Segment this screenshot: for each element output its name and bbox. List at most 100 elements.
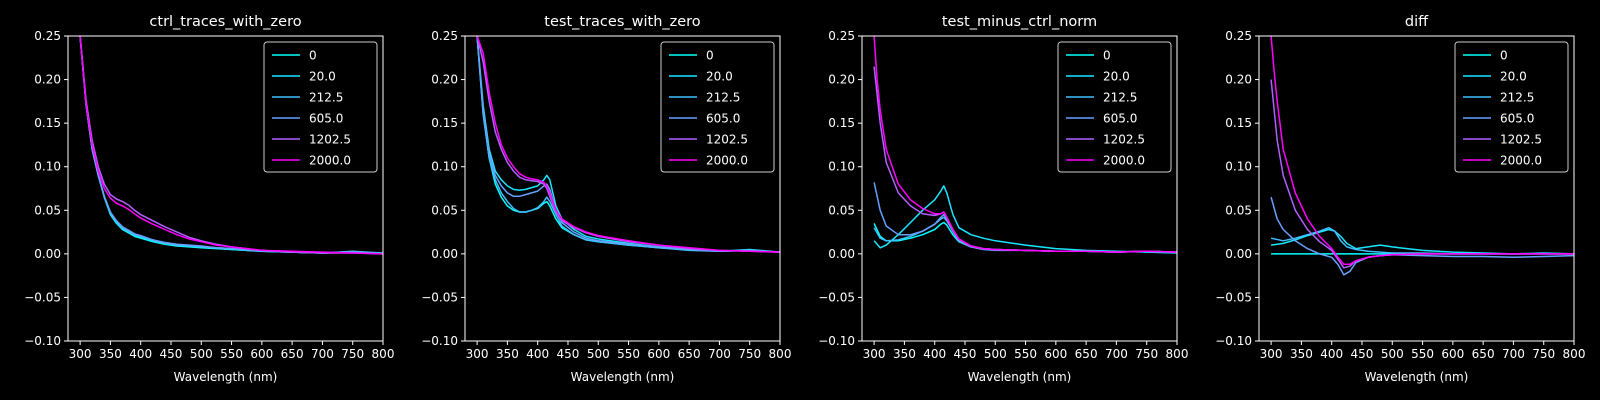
legend-label: 2000.0 [309,154,351,168]
axes-frame [861,35,1178,342]
legend: 0 20.0 212.5 605.0 1202.5 2000.0 [1057,41,1172,173]
legend: 0 20.0 212.5 605.0 1202.5 2000.0 [1454,41,1569,173]
x-tick-label: 500 [190,347,213,361]
x-tick-label: 550 [1014,347,1037,361]
x-tick-label: 300 [466,347,489,361]
x-tick-label: 350 [99,347,122,361]
legend-label: 0 [1103,49,1111,63]
x-tick-label: 650 [1472,347,1495,361]
legend-label: 2000.0 [1500,154,1542,168]
legend-label: 1202.5 [1500,133,1542,147]
series-line-20.0 [873,185,1177,254]
legend-label: 605.0 [309,112,343,126]
x-tick-label: 600 [250,347,273,361]
x-tick-label: 400 [923,347,946,361]
y-tick-label: 0.20 [34,73,61,87]
y-tick-label: 0.25 [828,29,855,43]
y-tick-label: 0.05 [431,203,458,217]
x-tick-label: 800 [769,347,792,361]
legend-label: 2000.0 [1103,154,1145,168]
x-tick-label: 500 [984,347,1007,361]
y-tick-label: 0.20 [431,73,458,87]
x-tick-label: 350 [893,347,916,361]
series-line-605.0 [1270,196,1574,276]
x-tick-label: 750 [738,347,761,361]
legend-label: 20.0 [309,70,336,84]
series-line-20.0 [1270,228,1574,255]
legend-label: 212.5 [1500,91,1534,105]
series-line-2000.0 [476,36,780,253]
y-tick-label: 0.25 [1225,29,1252,43]
y-tick-label: 0.00 [431,247,458,261]
legend-label: 1202.5 [1103,133,1145,147]
legend-box [263,41,378,173]
y-tick-label: 0.05 [34,203,61,217]
x-tick-label: 600 [1044,347,1067,361]
legend: 0 20.0 212.5 605.0 1202.5 2000.0 [263,41,378,173]
x-tick-label: 700 [311,347,334,361]
x-axis-label: Wavelength (nm) [571,370,675,384]
x-tick-label: 500 [587,347,610,361]
x-tick-label: 350 [496,347,519,361]
series-line-212.5 [873,216,1177,253]
legend-label: 605.0 [706,112,740,126]
series-line-0 [873,221,1177,253]
x-tick-label: 750 [341,347,364,361]
x-tick-label: 400 [129,347,152,361]
x-tick-label: 550 [1411,347,1434,361]
y-tick-label: 0.05 [828,203,855,217]
y-tick-label: −0.10 [1215,334,1252,348]
chart-panel-2: 300 350 400 450 500 550 600 650 700 750 800 −0.10 −0… [818,14,1188,384]
x-tick-label: 700 [708,347,731,361]
x-axis-label: Wavelength (nm) [968,370,1072,384]
y-tick-label: 0.10 [431,160,458,174]
x-tick-label: 700 [1502,347,1525,361]
x-tick-label: 400 [526,347,549,361]
series-line-2000.0 [873,36,1177,253]
x-tick-label: 450 [1351,347,1374,361]
chart-title: ctrl_traces_with_zero [149,14,301,30]
legend: 0 20.0 212.5 605.0 1202.5 2000.0 [660,41,775,173]
chart-panel-3: 300 350 400 450 500 550 600 650 700 750 800 −0.10 −0… [1215,14,1585,384]
legend-label: 2000.0 [706,154,748,168]
y-tick-label: −0.10 [421,334,458,348]
legend-label: 1202.5 [706,133,748,147]
y-tick-label: 0.15 [34,116,61,130]
x-tick-label: 800 [1563,347,1586,361]
y-tick-label: 0.25 [431,29,458,43]
x-tick-label: 750 [1135,347,1158,361]
y-tick-label: 0.00 [34,247,61,261]
axes-frame [1258,35,1575,342]
y-tick-label: −0.10 [818,334,855,348]
axes-frame [464,35,781,342]
x-tick-label: 300 [69,347,92,361]
series-line-2000.0 [1270,36,1574,266]
x-tick-label: 300 [863,347,886,361]
chart-panel-1: 300 350 400 450 500 550 600 650 700 750 800 −0.10 −0… [421,14,791,384]
y-tick-label: −0.05 [24,290,61,304]
legend-label: 212.5 [706,91,740,105]
axes-frame [67,35,384,342]
chart-title: diff [1405,14,1429,30]
x-tick-label: 600 [1441,347,1464,361]
x-tick-label: 450 [160,347,183,361]
chart-title: test_minus_ctrl_norm [942,14,1097,30]
x-tick-label: 450 [954,347,977,361]
x-tick-label: 300 [1260,347,1283,361]
legend-label: 1202.5 [309,133,351,147]
legend-label: 605.0 [1500,112,1534,126]
legend-label: 212.5 [309,91,343,105]
x-tick-label: 500 [1381,347,1404,361]
y-tick-label: 0.15 [1225,116,1252,130]
series-line-605.0 [873,182,1177,253]
x-tick-label: 550 [617,347,640,361]
series-line-605.0 [476,36,780,253]
plot-area [79,36,383,255]
x-tick-label: 450 [557,347,580,361]
legend-box [1057,41,1172,173]
x-tick-label: 550 [220,347,243,361]
series-line-2000.0 [79,36,383,255]
y-tick-label: 0.15 [828,116,855,130]
x-tick-label: 650 [281,347,304,361]
plot-area [1270,36,1574,276]
